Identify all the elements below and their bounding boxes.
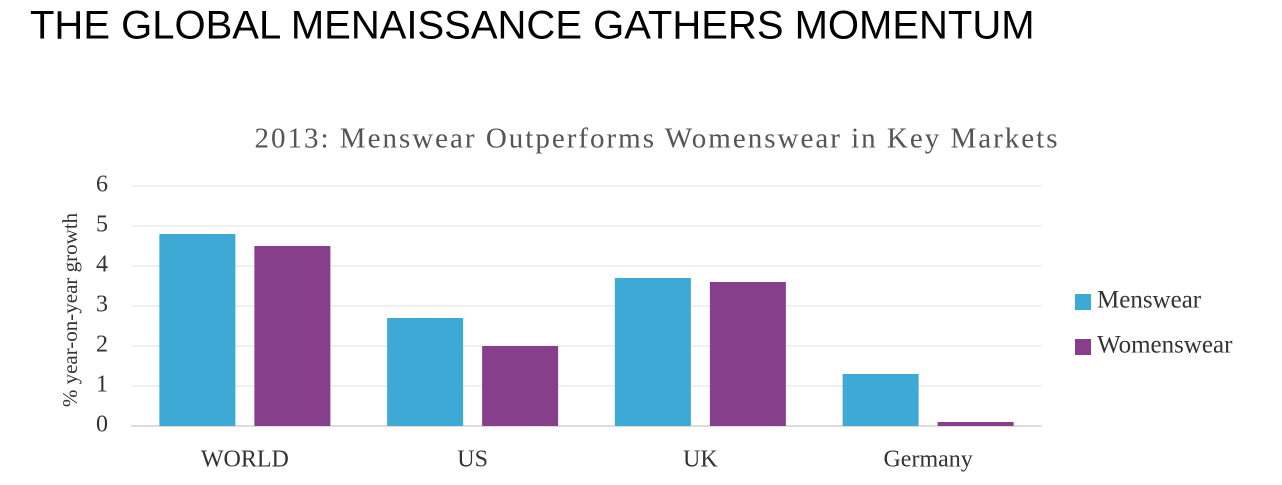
bar [159,234,236,426]
y-tick-label: 0 [96,412,108,438]
y-tick-label: 4 [96,252,108,278]
x-tick-label: WORLD [201,447,289,473]
bar [842,374,919,426]
legend-swatch [1075,339,1091,355]
bar [709,282,786,426]
bar [254,246,331,426]
y-axis-label: % year-on-year growth [58,212,82,407]
chart-title: 2013: Menswear Outperforms Womenswear in… [254,123,1059,155]
y-tick-label: 3 [96,292,108,318]
legend-swatch [1075,294,1091,310]
y-tick-label: 6 [96,172,108,198]
bar [387,318,464,426]
y-tick-label: 1 [96,372,108,398]
x-tick-label: Germany [883,447,972,473]
x-tick-label: UK [683,447,718,473]
bar [482,346,559,426]
legend-label: Menswear [1097,287,1202,314]
y-tick-label: 5 [96,212,108,238]
page-title: THE GLOBAL MENAISSANCE GATHERS MOMENTUM [30,4,1035,48]
x-tick-label: US [457,447,488,473]
bar [937,422,1014,426]
bar [614,278,691,426]
legend-label: Womenswear [1097,332,1233,359]
y-tick-label: 2 [96,332,108,358]
